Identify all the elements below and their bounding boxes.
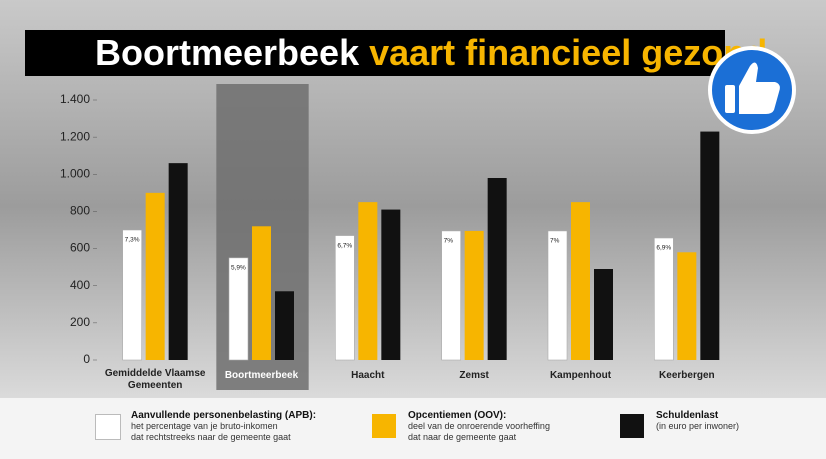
x-tick-label: Zemst: [459, 370, 489, 381]
bar: [122, 229, 142, 361]
bar: [594, 269, 613, 360]
y-tick-label: 1.200: [60, 129, 90, 143]
data-label: 6,7%: [337, 242, 352, 249]
y-tick-label: 1.000: [60, 166, 90, 180]
y-tick-label: 200: [70, 315, 90, 329]
y-tick-label: 800: [70, 204, 90, 218]
bar: [381, 209, 401, 360]
bar: [571, 202, 590, 360]
bar: [275, 291, 294, 360]
data-label: 5,9%: [231, 265, 246, 272]
x-tick-label: Kampenhout: [549, 370, 612, 381]
legend-swatch: [620, 414, 644, 438]
x-tick-label: Gemiddelde Vlaamse Gemeenten: [104, 368, 206, 391]
legend-entry: Schuldenlast (in euro per inwoner): [656, 410, 739, 432]
chart-title: Boortmeerbeek vaart financieel gezond: [95, 32, 767, 73]
bar: [547, 230, 568, 361]
legend-description: dat naar de gemeente gaat: [408, 432, 517, 442]
legend-description: deel van de onroerende voorheffing: [408, 421, 550, 431]
bar: [677, 252, 697, 360]
legend-swatch: [95, 414, 121, 440]
bar: [145, 192, 165, 360]
title-bar: [25, 30, 725, 76]
legend-description: (in euro per inwoner): [656, 421, 740, 431]
bar: [168, 163, 188, 360]
bar: [654, 237, 674, 361]
legend-entry: Aanvullende personenbelasting (APB): het …: [131, 410, 316, 443]
y-tick-label: 1.400: [60, 92, 90, 106]
bar: [700, 131, 720, 360]
bar: [487, 178, 507, 360]
bar: [358, 202, 378, 360]
bar: [441, 230, 461, 361]
x-tick-label: Haacht: [351, 370, 385, 381]
legend-description: het percentage van je bruto-inkomen: [131, 421, 278, 431]
legend-label: Schuldenlast: [656, 410, 719, 421]
legend-swatch: [372, 414, 396, 438]
data-label: 7%: [444, 238, 454, 245]
bar: [252, 226, 271, 360]
x-tick-label: Keerbergen: [659, 370, 715, 381]
x-tick-label: Boortmeerbeek: [224, 370, 299, 381]
data-label: 7%: [550, 238, 560, 245]
legend-description: dat rechtstreeks naar de gemeente gaat: [131, 432, 291, 442]
legend-label: Opcentiemen (OOV):: [408, 410, 507, 421]
legend-label: Aanvullende personenbelasting (APB):: [131, 410, 317, 421]
y-tick-label: 400: [70, 278, 90, 292]
legend-entry: Opcentiemen (OOV): deel van de onroerende…: [408, 410, 550, 443]
y-tick-label: 0: [83, 352, 90, 366]
thumbs-up-icon: [708, 46, 796, 134]
bar: [464, 230, 484, 360]
legend-strip: [0, 398, 826, 459]
data-label: 7,3%: [125, 237, 140, 244]
bar: [228, 257, 249, 361]
y-tick-label: 600: [70, 241, 90, 255]
data-label: 6,9%: [656, 245, 671, 252]
bar: [335, 235, 355, 361]
